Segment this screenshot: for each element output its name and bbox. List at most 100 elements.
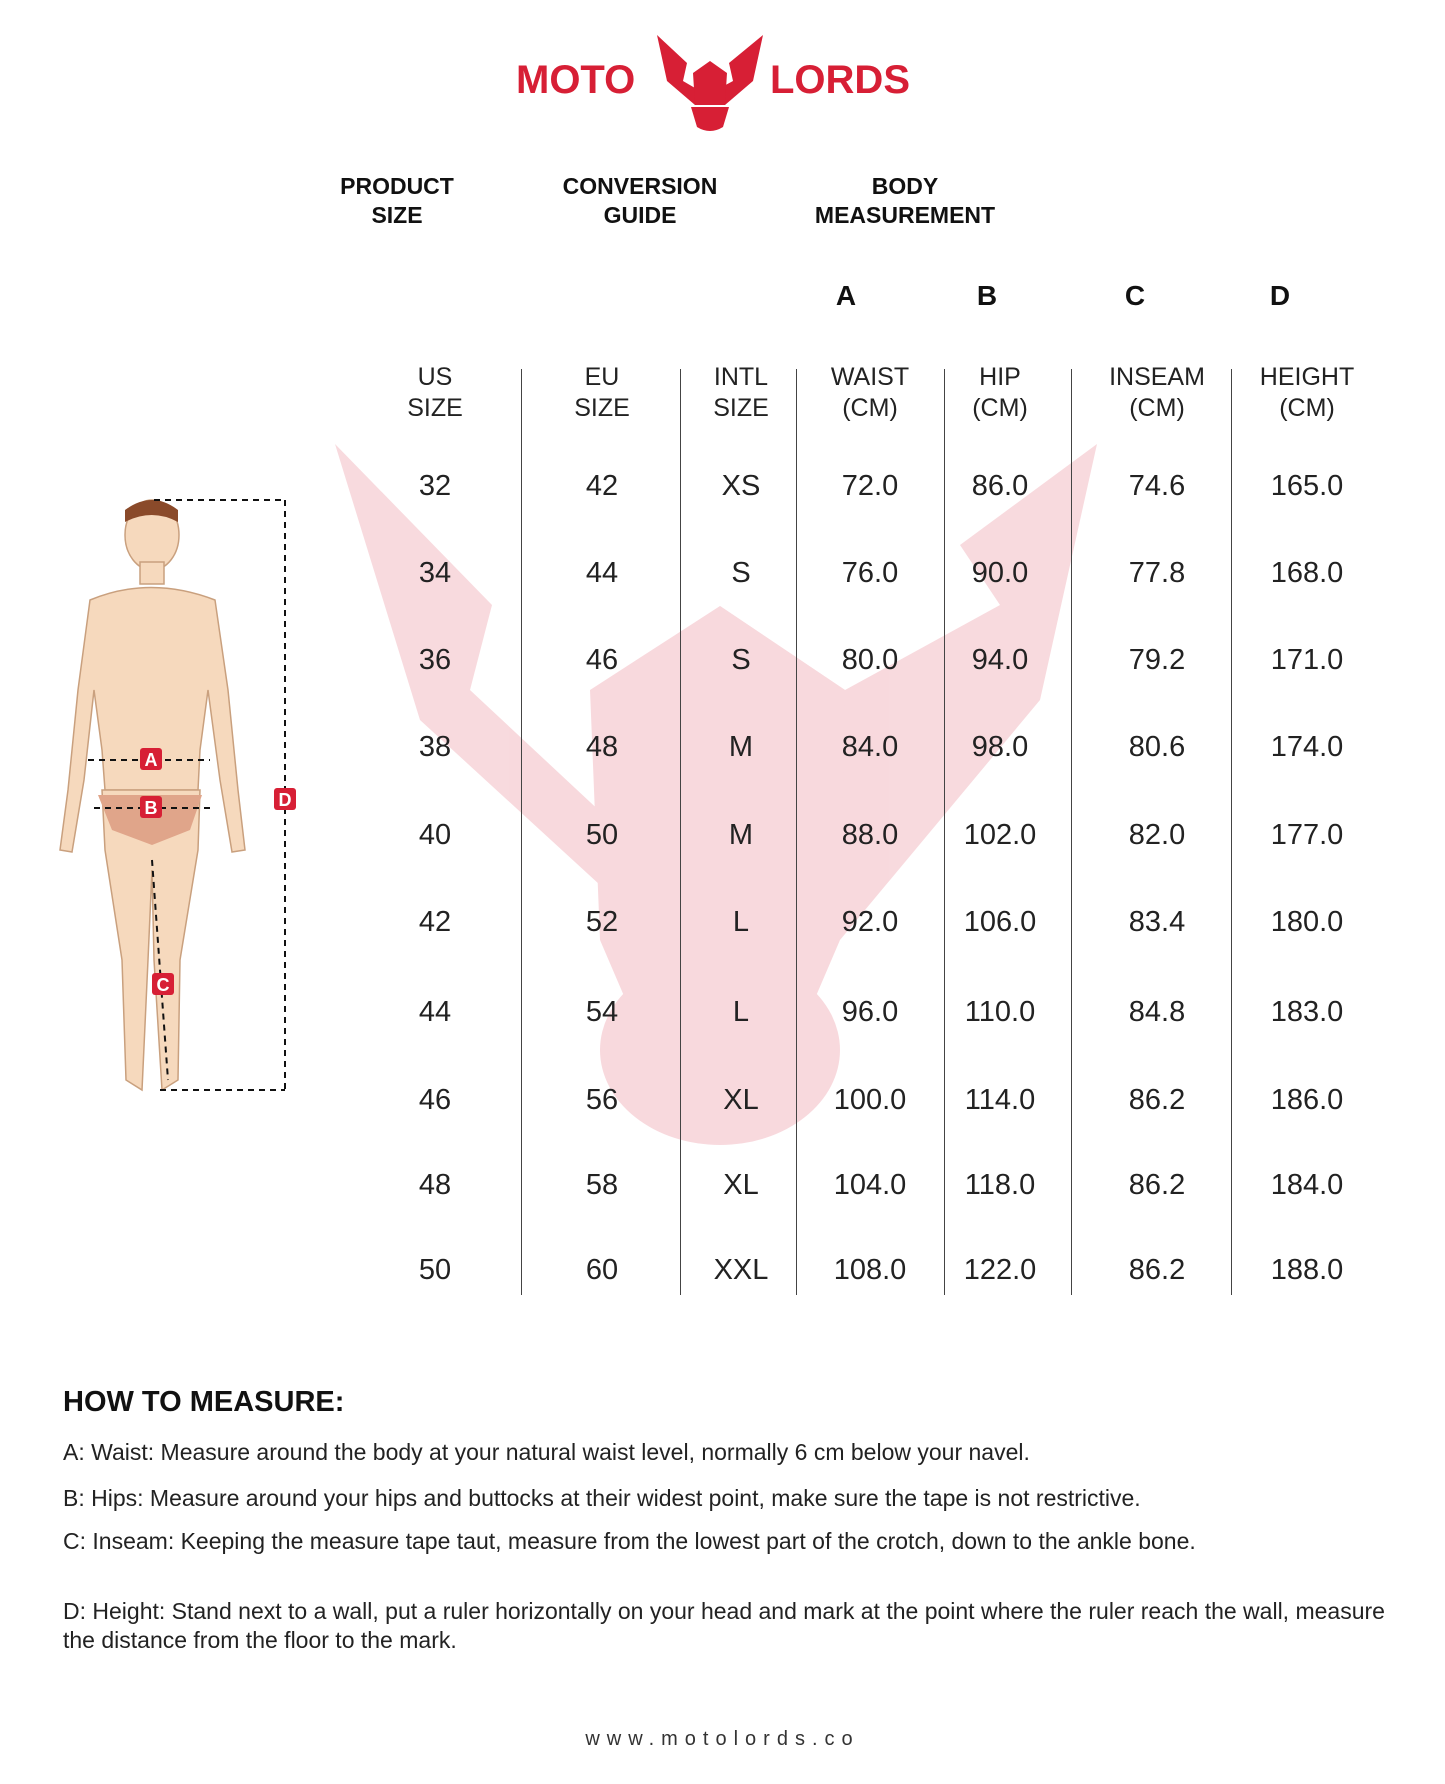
table-cell: 50 [585, 819, 619, 851]
table-cell: 171.0 [1270, 644, 1344, 676]
divider [680, 369, 681, 1295]
table-cell: 177.0 [1270, 819, 1344, 851]
column-header-line1: HEIGHT [1259, 363, 1355, 391]
table-cell: L [732, 906, 750, 938]
table-cell: 90.0 [971, 557, 1029, 589]
table-cell: L [732, 996, 750, 1028]
table-cell: 186.0 [1270, 1084, 1344, 1116]
table-cell: 44 [585, 557, 619, 589]
column-header: HIP (CM) [930, 362, 1070, 424]
table-cell: 102.0 [963, 819, 1037, 851]
figure-label-d: D [279, 790, 292, 810]
table-cell: 92.0 [841, 906, 899, 938]
table-cell: 40 [418, 819, 452, 851]
table-cell: 84.0 [841, 731, 899, 763]
howto-waist: A: Waist: Measure around the body at you… [63, 1439, 1030, 1465]
group-product-size: PRODUCT SIZE [340, 173, 454, 228]
table-cell: 183.0 [1270, 996, 1344, 1028]
table-cell: 86.2 [1128, 1169, 1186, 1201]
howto-inseam: C: Inseam: Keeping the measure tape taut… [63, 1528, 1196, 1554]
column-header-line2: SIZE [713, 394, 769, 422]
table-cell: 98.0 [971, 731, 1029, 763]
table-cell: 108.0 [833, 1254, 907, 1286]
table-cell: 42 [585, 470, 619, 502]
column-header-line1: US [417, 363, 453, 391]
body-measurement-figure: A B C D [59, 499, 296, 1092]
table-cell: 84.8 [1128, 996, 1186, 1028]
letter-d: D [1269, 280, 1291, 311]
table-cell: 122.0 [963, 1254, 1037, 1286]
table-cell: M [728, 819, 754, 851]
group-body-measurement: BODY MEASUREMENT [814, 173, 996, 228]
table-cell: 82.0 [1128, 819, 1186, 851]
table-cell: 48 [418, 1169, 452, 1201]
table-cell: 86.2 [1128, 1084, 1186, 1116]
table-cell: 74.6 [1128, 470, 1186, 502]
table-cell: 44 [418, 996, 452, 1028]
table-cell: 34 [418, 557, 452, 589]
table-cell: 60 [585, 1254, 619, 1286]
column-header-line1: HIP [979, 363, 1021, 391]
table-cell: S [731, 557, 751, 589]
column-header: INTL SIZE [671, 362, 811, 424]
table-cell: 96.0 [841, 996, 899, 1028]
letter-a: A [835, 280, 857, 311]
group-conversion-guide: CONVERSION GUIDE [562, 173, 718, 228]
divider [1071, 369, 1072, 1295]
table-cell: 32 [418, 470, 452, 502]
column-header-line2: (CM) [842, 394, 898, 422]
table-cell: 168.0 [1270, 557, 1344, 589]
column-header-line1: INTL [713, 363, 769, 391]
table-cell: 86.0 [971, 470, 1029, 502]
table-cell: 46 [418, 1084, 452, 1116]
divider [944, 369, 945, 1295]
column-header-line2: (CM) [1279, 394, 1335, 422]
bull-logo-icon [657, 35, 763, 131]
table-cell: XL [723, 1084, 759, 1116]
letter-b: B [976, 280, 998, 311]
table-cell: 58 [585, 1169, 619, 1201]
how-to-measure-title: HOW TO MEASURE: [63, 1386, 345, 1418]
table-cell: 94.0 [971, 644, 1029, 676]
table-cell: 83.4 [1128, 906, 1186, 938]
table-cell: 80.6 [1128, 731, 1186, 763]
table-cell: 50 [418, 1254, 452, 1286]
table-cell: 46 [585, 644, 619, 676]
table-cell: S [731, 644, 751, 676]
table-cell: XL [723, 1169, 759, 1201]
table-cell: 52 [585, 906, 619, 938]
brand-lords: LORDS [770, 58, 910, 102]
letter-c: C [1124, 280, 1146, 311]
column-header: EU SIZE [532, 362, 672, 424]
table-cell: 38 [418, 731, 452, 763]
brand-moto: MOTO [516, 58, 636, 102]
figure-label-c: C [157, 975, 170, 995]
column-header: WAIST (CM) [800, 362, 940, 424]
column-header-line1: WAIST [830, 363, 910, 391]
column-header-line2: SIZE [407, 394, 463, 422]
column-header-line2: (CM) [1129, 394, 1185, 422]
column-header: INSEAM (CM) [1087, 362, 1227, 424]
table-cell: 180.0 [1270, 906, 1344, 938]
divider [796, 369, 797, 1295]
table-cell: 76.0 [841, 557, 899, 589]
howto-height: D: Height: Stand next to a wall, put a r… [63, 1598, 1385, 1653]
table-cell: 100.0 [833, 1084, 907, 1116]
table-cell: 114.0 [964, 1084, 1036, 1116]
table-cell: 104.0 [833, 1169, 907, 1201]
table-cell: XS [721, 470, 761, 502]
table-cell: 77.8 [1128, 557, 1186, 589]
table-cell: 88.0 [841, 819, 899, 851]
howto-hips: B: Hips: Measure around your hips and bu… [63, 1485, 1141, 1511]
figure-label-b: B [145, 798, 158, 818]
table-cell: XXL [713, 1254, 769, 1286]
footer-website: www.motolords.co [585, 1728, 860, 1750]
table-cell: 165.0 [1270, 470, 1344, 502]
table-cell: 56 [585, 1084, 619, 1116]
divider [1231, 369, 1232, 1295]
table-cell: 80.0 [841, 644, 899, 676]
table-cell: 174.0 [1270, 731, 1344, 763]
table-cell: 110.0 [964, 996, 1036, 1028]
table-cell: 106.0 [963, 906, 1037, 938]
